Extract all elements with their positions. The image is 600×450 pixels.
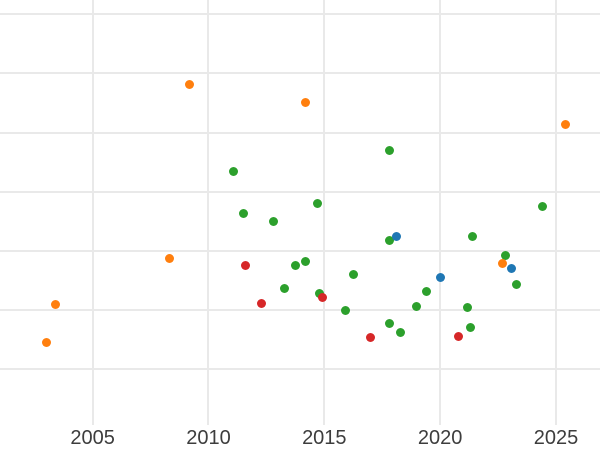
gridline-vertical: [554, 0, 557, 425]
scatter-point-orange: [498, 259, 508, 269]
scatter-point-green: [280, 284, 290, 294]
scatter-point-red: [241, 261, 251, 271]
scatter-point-red: [257, 298, 267, 308]
x-tick-label: 2025: [533, 427, 579, 449]
gridline-horizontal: [0, 13, 600, 16]
scatter-point-green: [396, 328, 406, 338]
plot-area: [0, 0, 600, 425]
scatter-point-green: [384, 146, 394, 156]
scatter-point-green: [290, 261, 300, 271]
scatter-point-green: [463, 303, 473, 313]
scatter-point-green: [412, 301, 422, 311]
scatter-point-green: [238, 209, 248, 219]
scatter-point-green: [340, 306, 350, 316]
gridline-horizontal: [0, 309, 600, 312]
gridline-horizontal: [0, 190, 600, 193]
gridline-horizontal: [0, 249, 600, 252]
scatter-point-green: [384, 319, 394, 329]
scatter-point-green: [465, 323, 475, 333]
scatter-point-orange: [301, 98, 311, 108]
scatter-point-blue: [391, 232, 401, 242]
x-axis: 2005 2010 2015 2020 2025: [0, 425, 600, 450]
scatter-point-green: [384, 236, 394, 246]
scatter-point-green: [312, 198, 322, 208]
gridline-vertical: [439, 0, 442, 425]
x-tick-label: 2005: [70, 427, 115, 449]
gridline-vertical: [207, 0, 210, 425]
scatter-point-green: [229, 167, 239, 177]
scatter-point-green: [268, 217, 278, 227]
scatter-point-red: [317, 293, 327, 303]
scatter-point-blue: [435, 273, 445, 283]
scatter-point-green: [301, 257, 311, 267]
scatter-point-green: [348, 269, 358, 279]
scatter-point-orange: [51, 300, 61, 310]
gridline-horizontal: [0, 72, 600, 75]
scatter-point-red: [366, 333, 376, 343]
gridline-horizontal: [0, 368, 600, 371]
scatter-point-green: [537, 202, 547, 212]
scatter-point-orange: [164, 253, 174, 263]
scatter-point-green: [500, 251, 510, 261]
scatter-point-green: [421, 287, 431, 297]
gridline-horizontal: [0, 131, 600, 134]
scatter-point-orange: [41, 337, 51, 347]
scatter-point-orange: [560, 120, 570, 130]
scatter-point-red: [454, 332, 464, 342]
gridline-vertical: [323, 0, 326, 425]
scatter-point-blue: [507, 264, 517, 274]
scatter-point-green: [315, 288, 325, 298]
x-tick-label: 2020: [417, 427, 463, 449]
scatter-point-green: [512, 280, 522, 290]
scatter-point-green: [468, 232, 478, 242]
scatter-point-orange: [185, 80, 195, 90]
x-tick-label: 2015: [302, 427, 347, 449]
x-tick-label: 2010: [186, 427, 231, 449]
gridline-vertical: [91, 0, 94, 425]
